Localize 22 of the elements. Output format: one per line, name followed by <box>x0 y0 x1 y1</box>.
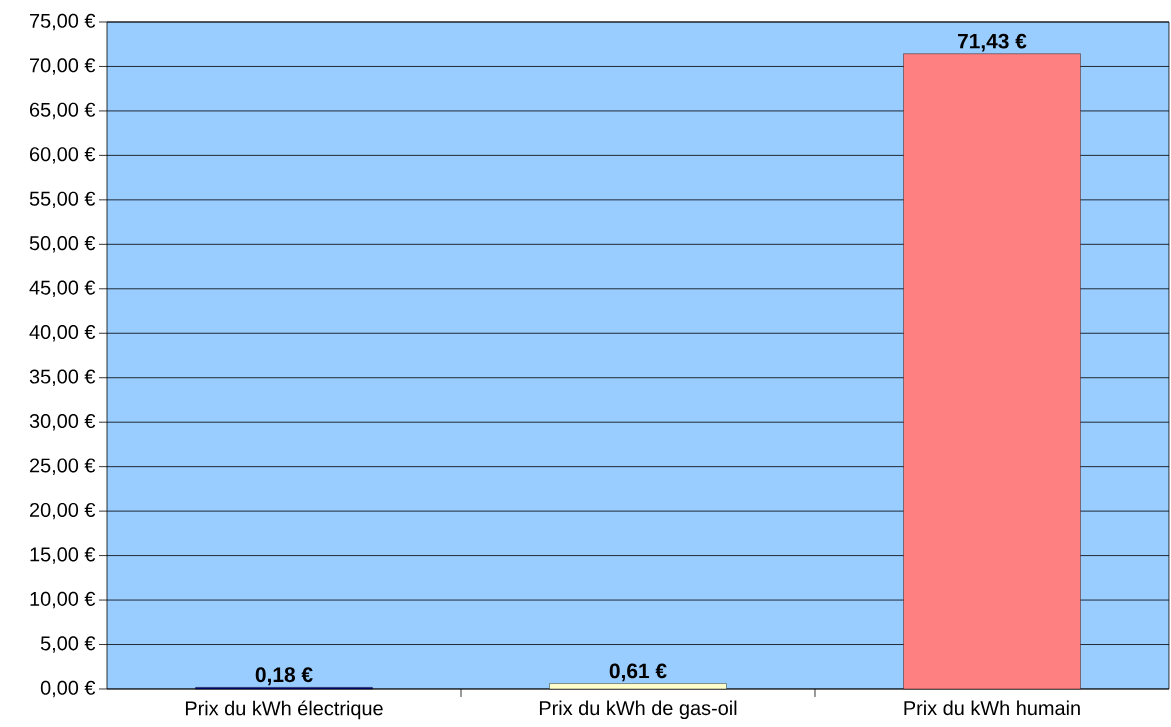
x-tick-label: Prix du kWh électrique <box>185 700 383 720</box>
y-tick-label: 40,00 € <box>29 325 96 342</box>
y-tick-label: 65,00 € <box>30 102 96 120</box>
data-label: 0,61 € <box>609 663 667 682</box>
y-tick-label: 75,00 € <box>30 13 96 31</box>
y-tick-label: 45,00 € <box>29 280 96 298</box>
y-tick-label: 30,00 € <box>29 413 96 431</box>
y-tick-label: 55,00 € <box>29 191 96 209</box>
y-tick-label: 25,00 € <box>30 458 96 475</box>
y-tick-label: 5,00 € <box>40 636 96 653</box>
y-tick-label: 20,00 € <box>30 502 96 520</box>
y-tick-label: 10,00 € <box>30 591 96 609</box>
y-tick-label: 60,00 € <box>30 147 96 164</box>
y-tick-label: 50,00 € <box>29 236 96 253</box>
y-tick-label: 0,00 € <box>40 680 96 698</box>
x-tick-label: Prix du kWh de gas-oil <box>539 700 737 720</box>
data-label: 0,18 € <box>255 667 313 686</box>
y-tick-label: 35,00 € <box>29 369 96 386</box>
x-tick-label: Prix du kWh humain <box>904 700 1080 716</box>
y-tick-label: 70,00 € <box>30 58 96 75</box>
data-label: 71,43 € <box>957 33 1027 52</box>
y-tick-label: 15,00 € <box>30 547 96 564</box>
